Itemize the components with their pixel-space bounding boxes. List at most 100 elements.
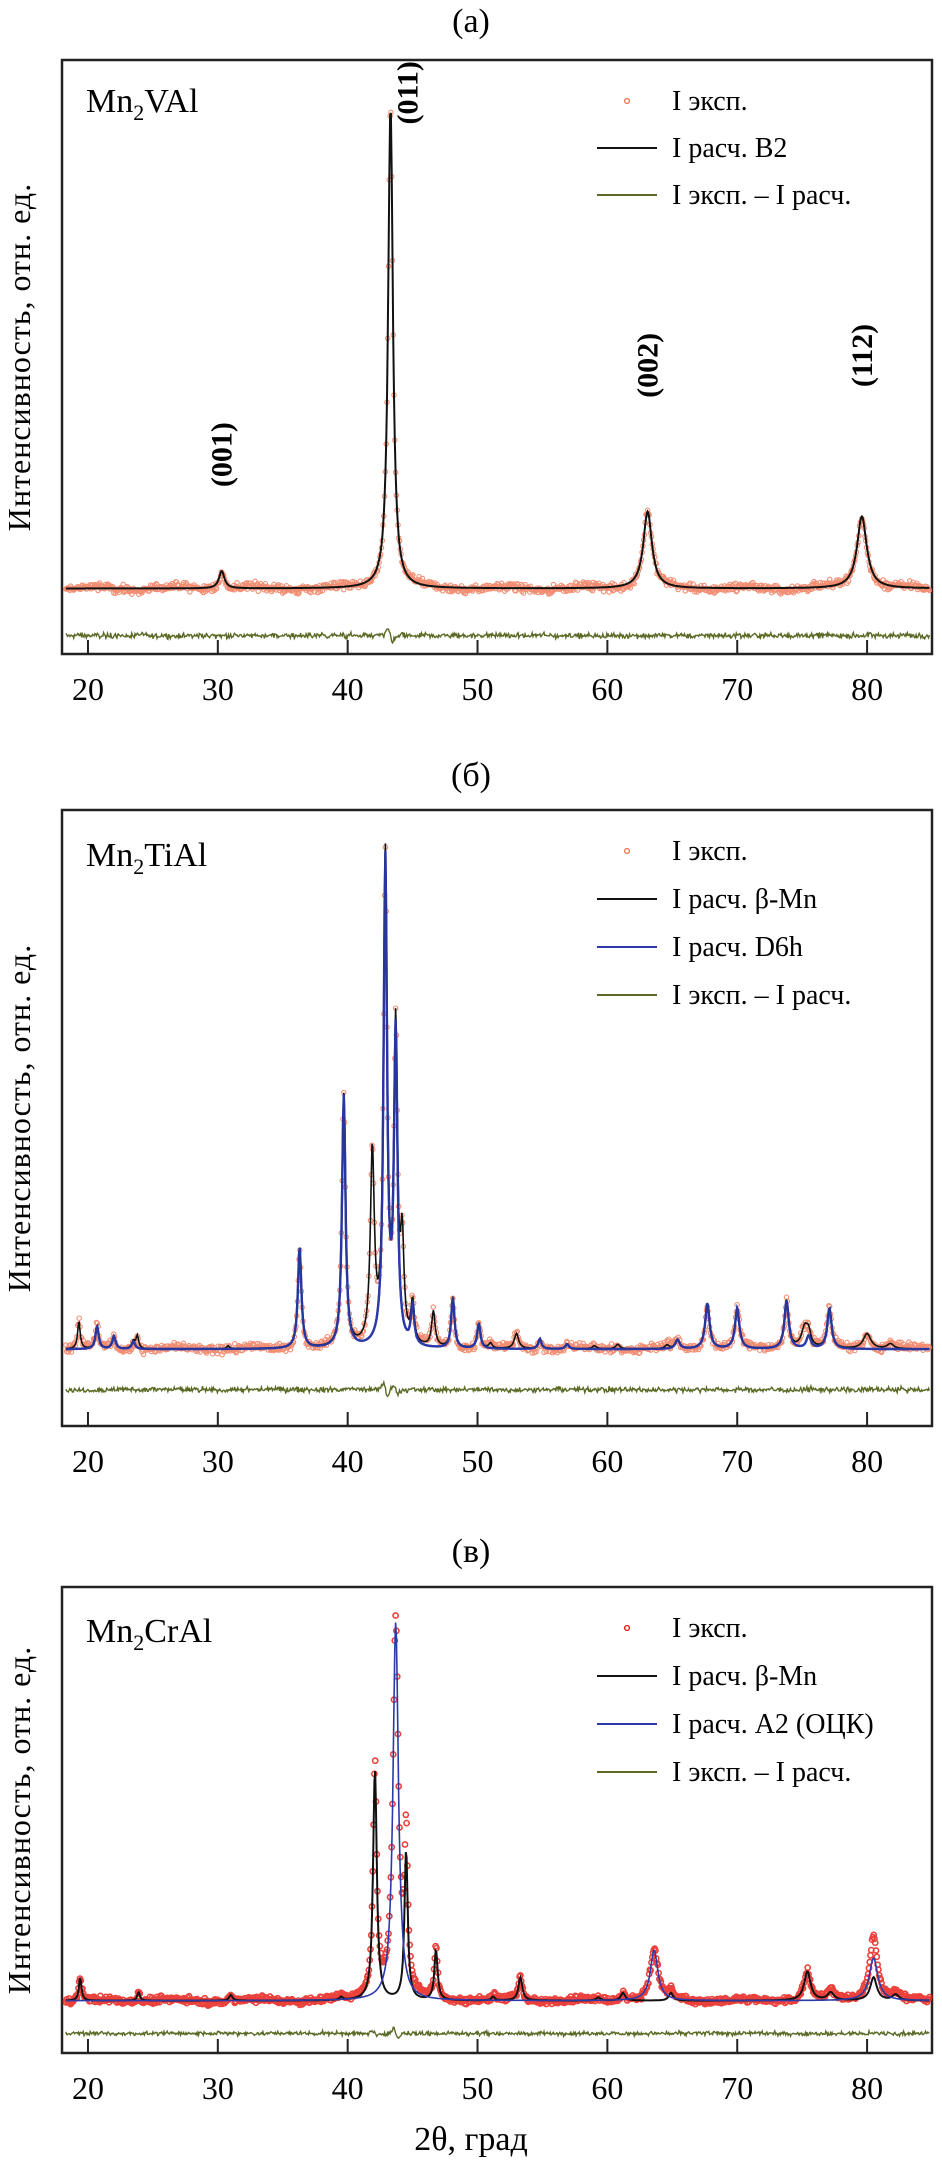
compound-label: Mn2TiAl	[86, 837, 207, 879]
legend-item: I эксп.	[623, 1613, 748, 1644]
legend-marker	[623, 97, 631, 105]
legend-item: I эксп. – I расч.	[597, 980, 851, 1011]
x-tick-label: 40	[332, 671, 364, 707]
exp-point	[871, 1939, 879, 1947]
x-tick-label: 60	[591, 1443, 623, 1479]
x-tick-label: 20	[72, 1443, 104, 1479]
exp-point	[439, 588, 446, 594]
x-tick-label: 80	[851, 671, 883, 707]
compound-label: Mn2VAl	[86, 83, 198, 125]
series-calc-blue	[65, 850, 930, 1351]
x-tick-label: 50	[462, 1443, 494, 1479]
exp-point	[873, 1953, 881, 1961]
exp-point	[520, 590, 527, 596]
exp-point	[533, 1349, 539, 1355]
x-tick-label: 40	[332, 2070, 364, 2106]
hkl-label: (001)	[206, 422, 239, 487]
legend-label: I эксп. – I расч.	[672, 980, 851, 1011]
exp-point	[687, 580, 693, 586]
exp-point	[872, 1947, 880, 1954]
x-tick-label: 30	[202, 1443, 234, 1479]
exp-point	[210, 586, 217, 593]
compound-label: Mn2CrAl	[86, 1613, 212, 1655]
legend-item: I эксп.	[623, 86, 748, 117]
x-tick-label: 60	[591, 2070, 623, 2106]
exp-point	[750, 579, 756, 586]
exp-point	[213, 586, 220, 592]
exp-point	[153, 580, 159, 587]
series-calc-blue	[65, 850, 930, 1351]
exp-point	[234, 580, 240, 586]
plot-frame	[60, 58, 934, 656]
panel-b: (б) 20 30 40 50 60 70 80 Интенсивность, отн. ед…	[1, 757, 934, 1479]
y-axis-label: Интенсивность, отн. ед.	[1, 1646, 37, 1994]
y-axis-label: Интенсивность, отн. ед.	[1, 944, 37, 1292]
x-tick-label: 30	[202, 2070, 234, 2106]
exp-point	[317, 588, 323, 595]
x-tick-label: 40	[332, 1443, 364, 1479]
panel-label: (в)	[452, 1533, 491, 1570]
legend-item: I расч. β-Mn	[597, 1661, 817, 1692]
x-tick-label: 70	[721, 671, 753, 707]
exp-point	[140, 1351, 147, 1358]
legend-item: I расч. β-Mn	[597, 884, 817, 915]
exp-point	[867, 1951, 874, 1959]
legend-label: I эксп. – I расч.	[672, 180, 851, 211]
series-diff	[65, 628, 931, 645]
exp-point	[403, 1819, 410, 1827]
x-tick-label: 70	[721, 1443, 753, 1479]
panel-label: (a)	[452, 3, 490, 40]
legend-label: I расч. β-Mn	[672, 884, 817, 915]
legend-label: I эксп. – I расч.	[672, 1757, 851, 1788]
hkl-label: (011)	[391, 61, 424, 124]
hkl-label: (002)	[632, 333, 665, 398]
series-calc-blue	[65, 1622, 930, 2002]
exp-point	[371, 1757, 379, 1765]
series-calc-black	[65, 112, 930, 590]
legend-label: I эксп.	[672, 86, 748, 117]
exp-point	[287, 1346, 294, 1353]
panel-a: (a) 20 30 40 50 60 70 80 Интенсивность, отн. ед…	[1, 3, 934, 707]
exp-point	[871, 1935, 878, 1943]
legend-item: I эксп. – I расч.	[597, 1757, 851, 1788]
x-tick-label: 20	[72, 2070, 104, 2106]
legend-item: I расч. B2	[597, 133, 787, 164]
exp-point	[362, 583, 368, 590]
legend-marker	[623, 847, 631, 855]
exp-point	[804, 1964, 812, 1971]
exp-point	[845, 578, 852, 584]
legend-label: I расч. B2	[672, 133, 787, 164]
series-calc-black	[65, 843, 930, 1350]
series-exp	[63, 844, 933, 1358]
exp-point	[295, 590, 302, 597]
x-tick-label: 50	[462, 671, 494, 707]
exp-point	[410, 572, 416, 578]
exp-point	[826, 576, 833, 583]
series-diff	[65, 1379, 931, 1398]
legend-item: I эксп.	[623, 836, 748, 867]
legend-label: I расч. β-Mn	[672, 1661, 817, 1692]
x-tick-label: 30	[202, 671, 234, 707]
x-axis-label: 2θ, град	[414, 2121, 528, 2158]
exp-point	[872, 1341, 878, 1348]
legend-item: I расч. D6h	[597, 932, 803, 963]
x-tick-label: 80	[851, 2070, 883, 2106]
plot-frame	[60, 1585, 934, 2055]
x-tick-label: 50	[462, 2070, 494, 2106]
exp-point	[392, 1612, 399, 1619]
exp-point	[865, 1964, 873, 1972]
y-axis-label: Интенсивность, отн. ед.	[1, 183, 37, 531]
panel-c: (в) 20 30 40 50 60 70 80 Интенсивность, отн. ед…	[1, 1533, 934, 2158]
legend-label: I эксп.	[672, 1613, 748, 1644]
exp-point	[76, 1315, 82, 1321]
exp-point	[430, 1304, 437, 1310]
exp-point	[500, 1339, 506, 1346]
x-tick-label: 70	[721, 2070, 753, 2106]
exp-point	[870, 1931, 878, 1939]
legend-label: I эксп.	[672, 836, 748, 867]
exp-point	[631, 580, 637, 587]
exp-point	[402, 1811, 410, 1819]
legend-label: I расч. D6h	[672, 932, 803, 963]
x-tick-label: 80	[851, 1443, 883, 1479]
